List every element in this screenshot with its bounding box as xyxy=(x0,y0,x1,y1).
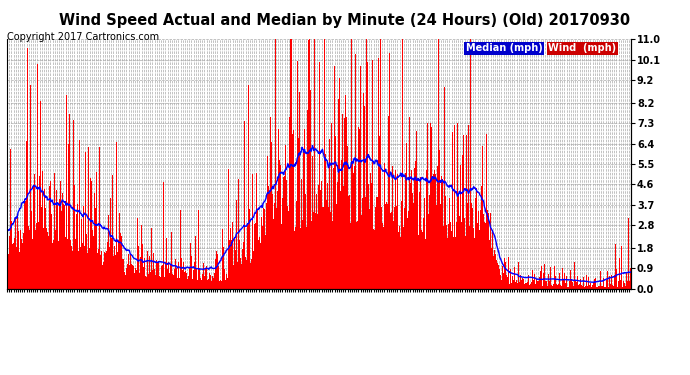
Text: Wind Speed Actual and Median by Minute (24 Hours) (Old) 20170930: Wind Speed Actual and Median by Minute (… xyxy=(59,13,631,28)
Text: Median (mph): Median (mph) xyxy=(466,43,542,53)
Text: Copyright 2017 Cartronics.com: Copyright 2017 Cartronics.com xyxy=(7,32,159,42)
Text: Wind  (mph): Wind (mph) xyxy=(549,43,616,53)
